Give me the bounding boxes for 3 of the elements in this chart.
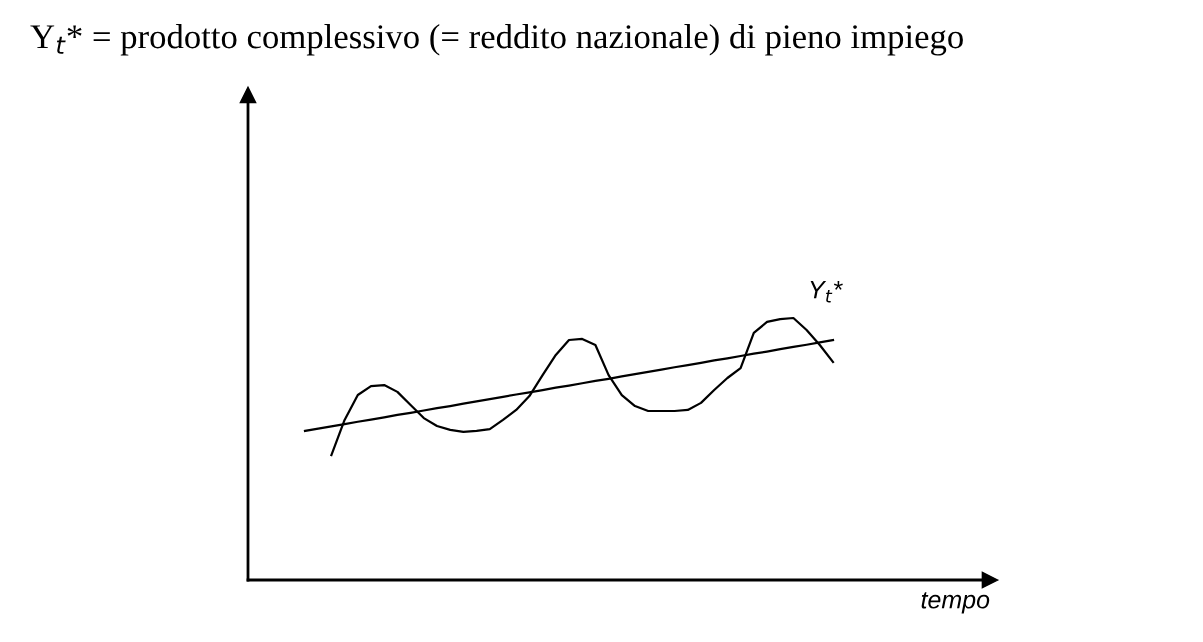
x-axis-title: tempo xyxy=(921,592,990,614)
chart-title: Y$_{t}$* = prodotto complessivo (= reddito nazionale) di pieno impiego xyxy=(30,24,963,56)
text: Y$_{t}$* xyxy=(810,281,843,303)
